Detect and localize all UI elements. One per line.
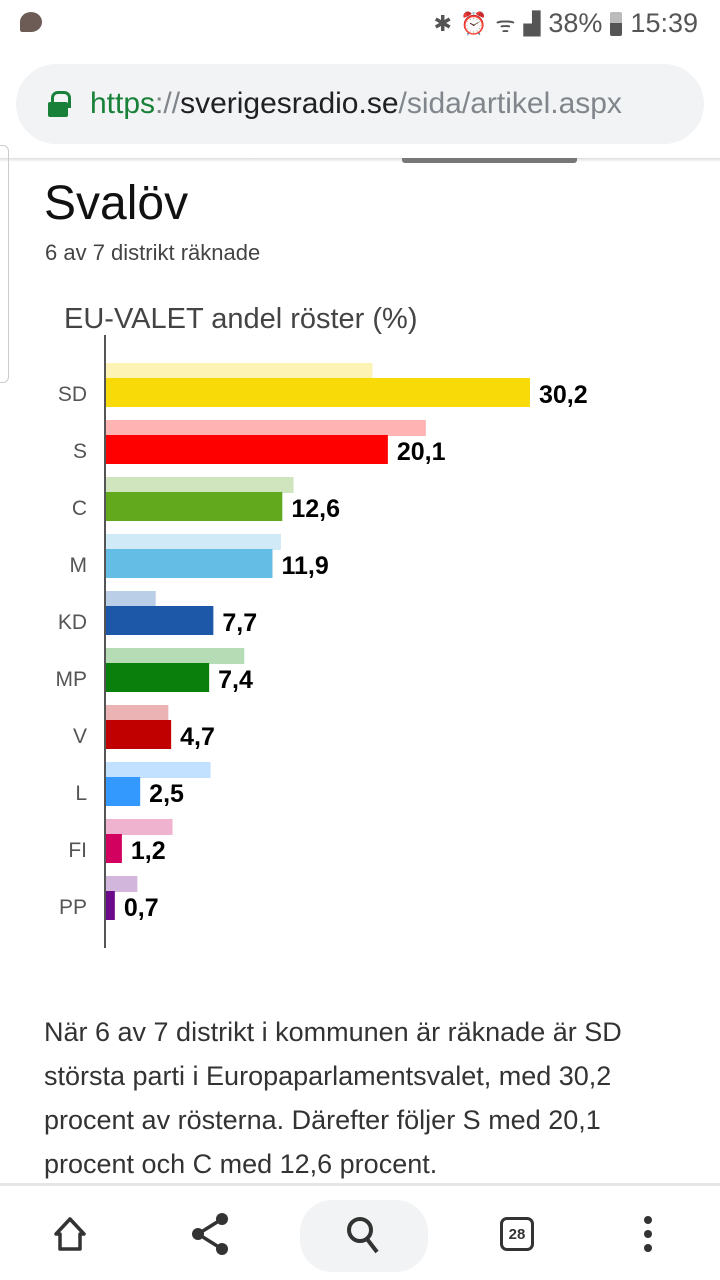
previous-bar-mp <box>105 648 245 664</box>
chart-title: EU-VALET andel röster (%) <box>64 303 418 335</box>
toolbar-shadow <box>0 158 720 162</box>
previous-bar-c <box>105 477 294 493</box>
value-label: 7,7 <box>222 609 257 637</box>
value-label: 20,1 <box>397 438 446 466</box>
value-label: 7,4 <box>218 666 253 694</box>
url-domain: sverigesradio.se <box>180 87 399 120</box>
search-button[interactable] <box>300 1200 428 1272</box>
share-button[interactable] <box>180 1204 240 1264</box>
side-edge-panel[interactable] <box>0 145 9 383</box>
previous-bar-fi <box>105 819 173 835</box>
more-menu-button[interactable] <box>618 1204 678 1264</box>
value-label: 12,6 <box>291 495 340 523</box>
url-bar[interactable]: https://sverigesradio.se/sida/artikel.as… <box>16 64 704 144</box>
signal-icon: ▟ <box>523 10 541 36</box>
category-label: KD <box>58 611 87 634</box>
bluetooth-icon: ✱ <box>433 10 452 36</box>
value-label: 11,9 <box>281 552 328 580</box>
battery-icon <box>610 11 623 36</box>
url-separator: :// <box>155 87 181 120</box>
category-label: M <box>70 554 88 577</box>
url-path: /sida/artikel.aspx <box>398 87 622 120</box>
category-label: L <box>75 782 87 805</box>
wifi-icon: ᯤ <box>495 11 516 37</box>
category-label: S <box>73 440 87 463</box>
bar-c <box>105 492 283 521</box>
status-bar: ✱ ⏰ ᯤ ▟ 38% 15:39 <box>0 0 720 52</box>
bar-v <box>105 720 172 749</box>
alarm-icon: ⏰ <box>459 10 488 36</box>
page-subtitle: 6 av 7 distrikt räknade <box>45 240 261 265</box>
bar-m <box>105 549 273 578</box>
category-label: SD <box>58 383 87 406</box>
value-label: 4,7 <box>180 723 215 751</box>
category-label: PP <box>59 896 87 919</box>
bar-chart: SD 30,2 S 20,1 C 12,6 M 11,9 KD 7,7 MP 7,4 V 4,7 L 2,5 F… <box>56 335 588 948</box>
previous-bar-s <box>105 420 426 436</box>
previous-bar-pp <box>105 876 138 892</box>
previous-bar-kd <box>105 591 156 607</box>
previous-bar-sd <box>105 363 373 379</box>
bar-s <box>105 435 388 464</box>
tabs-button[interactable]: 28 <box>487 1204 547 1264</box>
bottom-nav: 28 <box>0 1183 720 1280</box>
tabs-icon: 28 <box>500 1217 534 1251</box>
category-label: FI <box>68 839 87 862</box>
bar-l <box>105 777 141 806</box>
article-paragraph: När 6 av 7 distrikt i kommunen är räknad… <box>44 1017 622 1179</box>
bar-pp <box>105 891 115 920</box>
previous-bar-l <box>105 762 211 778</box>
share-icon <box>192 1213 228 1255</box>
home-icon <box>54 1217 86 1251</box>
more-icon <box>644 1216 652 1252</box>
url-scheme: https <box>90 87 156 120</box>
bar-fi <box>105 834 122 863</box>
value-label: 30,2 <box>539 381 588 409</box>
previous-bar-m <box>105 534 281 550</box>
category-label: C <box>72 497 87 520</box>
drag-handle[interactable] <box>402 158 577 163</box>
lock-icon <box>48 91 71 117</box>
search-icon <box>347 1217 379 1254</box>
category-label: MP <box>56 668 88 691</box>
battery-percent: 38% <box>548 8 603 38</box>
home-button[interactable] <box>40 1204 100 1264</box>
value-label: 1,2 <box>131 837 166 865</box>
value-label: 0,7 <box>124 894 159 922</box>
bar-mp <box>105 663 210 692</box>
value-label: 2,5 <box>149 780 184 808</box>
category-label: V <box>73 725 87 748</box>
chat-bubble-icon <box>20 12 42 32</box>
bar-kd <box>105 606 214 635</box>
bar-sd <box>105 378 530 407</box>
clock: 15:39 <box>630 8 698 38</box>
previous-bar-v <box>105 705 169 721</box>
page-title: Svalöv <box>44 177 189 230</box>
